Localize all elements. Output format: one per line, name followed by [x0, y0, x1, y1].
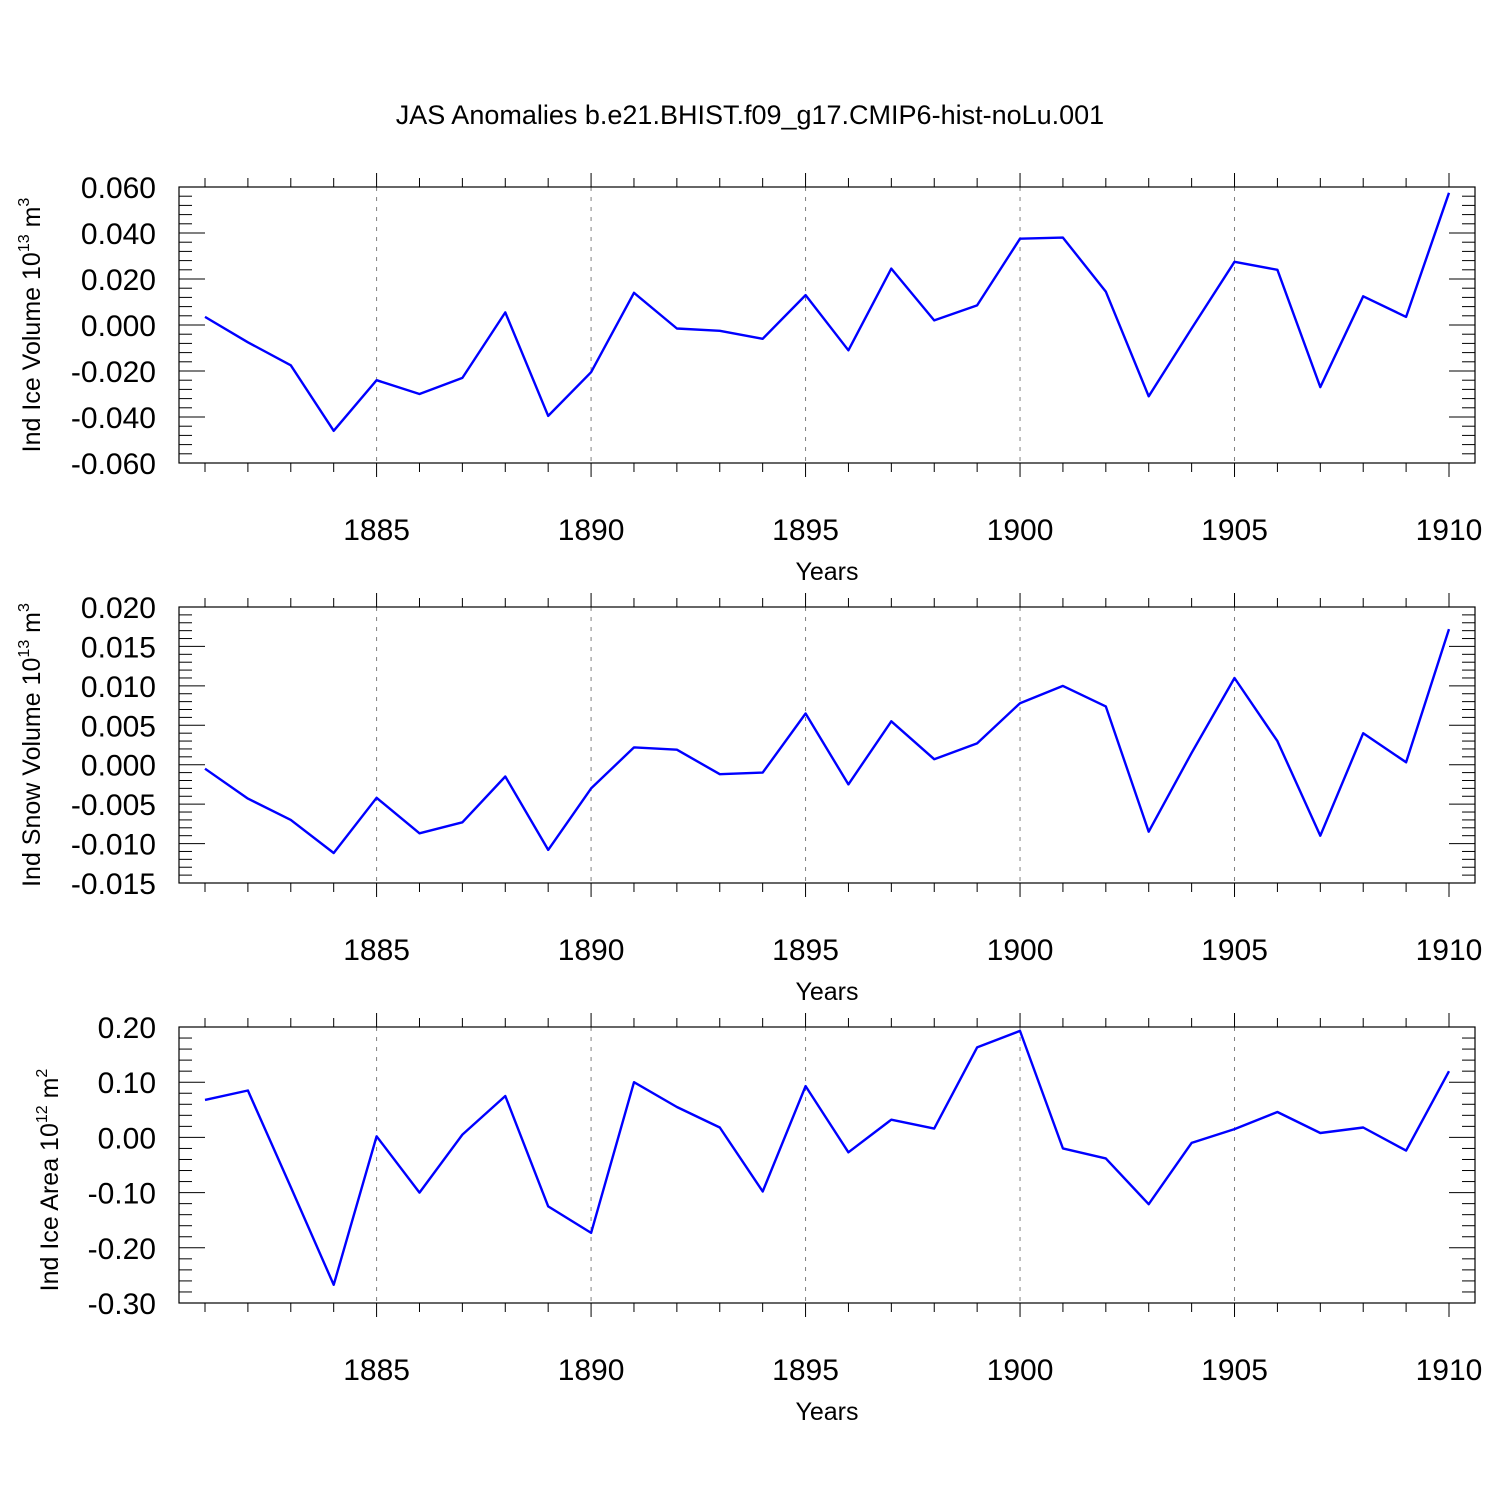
y-axis-label-unit-exponent: 2: [34, 1069, 51, 1078]
x-tick-label: 1910: [1416, 1354, 1483, 1387]
y-axis-label-unit: m: [18, 207, 46, 235]
x-tick-label: 1900: [987, 514, 1054, 547]
y-tick-label: 0.000: [81, 750, 156, 783]
y-tick-label: -0.30: [88, 1288, 156, 1321]
x-tick-label: 1885: [343, 514, 410, 547]
y-tick-label: 0.10: [98, 1067, 156, 1100]
y-axis-label-text: Ind Ice Volume 10: [18, 252, 46, 452]
plot-frame: [178, 1026, 1476, 1304]
y-axis-label-exponent: 13: [16, 234, 33, 252]
y-tick-label: -0.060: [71, 448, 156, 481]
y-axis-label: Ind Ice Area 1012 m2: [34, 1069, 64, 1292]
series-line: [204, 1029, 1451, 1287]
x-tick-label: 1910: [1416, 514, 1483, 547]
x-tick-label: 1900: [987, 1354, 1054, 1387]
x-tick-label: 1890: [558, 934, 625, 967]
y-tick-label: -0.010: [71, 829, 156, 862]
y-tick-label: 0.040: [81, 218, 156, 251]
chart-panel-1: 0.060 0.040 0.020 0.000 -0.020 -0.040 -0.060 18…: [16, 172, 1482, 586]
figure-title: JAS Anomalies b.e21.BHIST.f09_g17.CMIP6-…: [395, 100, 1105, 130]
y-tick-label: 0.20: [98, 1012, 156, 1045]
x-axis-label: Years: [795, 1398, 858, 1426]
y-axis-label-unit-exponent: 3: [16, 603, 33, 612]
y-tick-label: 0.00: [98, 1122, 156, 1155]
y-tick-label: 0.000: [81, 310, 156, 343]
plot-frame: [178, 606, 1476, 884]
y-tick-label: 0.020: [81, 264, 156, 297]
y-axis-label: Ind Ice Volume 1013 m3: [16, 198, 46, 453]
y-tick-label: -0.020: [71, 356, 156, 389]
y-tick-label: 0.010: [81, 671, 156, 704]
y-axis-label-unit: m: [36, 1078, 64, 1106]
y-tick-label: 0.060: [81, 172, 156, 205]
y-axis-label: Ind Snow Volume 1013 m3: [16, 603, 46, 887]
y-tick-label: 0.015: [81, 631, 156, 664]
y-axis-label-exponent: 12: [34, 1105, 51, 1123]
x-tick-label: 1895: [772, 934, 839, 967]
x-tick-label: 1895: [772, 514, 839, 547]
series-line: [204, 628, 1451, 855]
y-axis-label-unit-exponent: 3: [16, 198, 33, 207]
x-tick-label: 1905: [1201, 1354, 1268, 1387]
x-tick-label: 1890: [558, 1354, 625, 1387]
y-axis-label-text: Ind Snow Volume 10: [18, 658, 46, 887]
x-tick-label: 1890: [558, 514, 625, 547]
y-tick-label: 0.020: [81, 592, 156, 625]
y-tick-label: -0.005: [71, 789, 156, 822]
x-tick-label: 1905: [1201, 934, 1268, 967]
y-tick-label: -0.040: [71, 402, 156, 435]
x-tick-label: 1885: [343, 1354, 410, 1387]
x-tick-label: 1905: [1201, 514, 1268, 547]
y-axis-label-exponent: 13: [16, 640, 33, 658]
y-tick-label: 0.005: [81, 710, 156, 743]
y-tick-label: -0.015: [71, 868, 156, 901]
x-axis-label: Years: [795, 558, 858, 586]
x-axis-label: Years: [795, 978, 858, 1006]
chart-panel-3: 0.20 0.10 0.00 -0.10 -0.20 -0.30 1885 1890 1895 1…: [34, 1012, 1482, 1426]
x-tick-label: 1900: [987, 934, 1054, 967]
y-tick-label: -0.20: [88, 1233, 156, 1266]
chart-panel-2: 0.020 0.015 0.010 0.005 0.000 -0.005 -0.010 -0.…: [16, 592, 1482, 1006]
y-axis-label-unit: m: [18, 612, 46, 640]
x-tick-label: 1885: [343, 934, 410, 967]
y-axis-label-text: Ind Ice Area 10: [36, 1123, 64, 1291]
x-tick-label: 1910: [1416, 934, 1483, 967]
x-tick-label: 1895: [772, 1354, 839, 1387]
series-line: [204, 192, 1451, 432]
y-tick-label: -0.10: [88, 1178, 156, 1211]
plot-frame: [178, 186, 1476, 464]
